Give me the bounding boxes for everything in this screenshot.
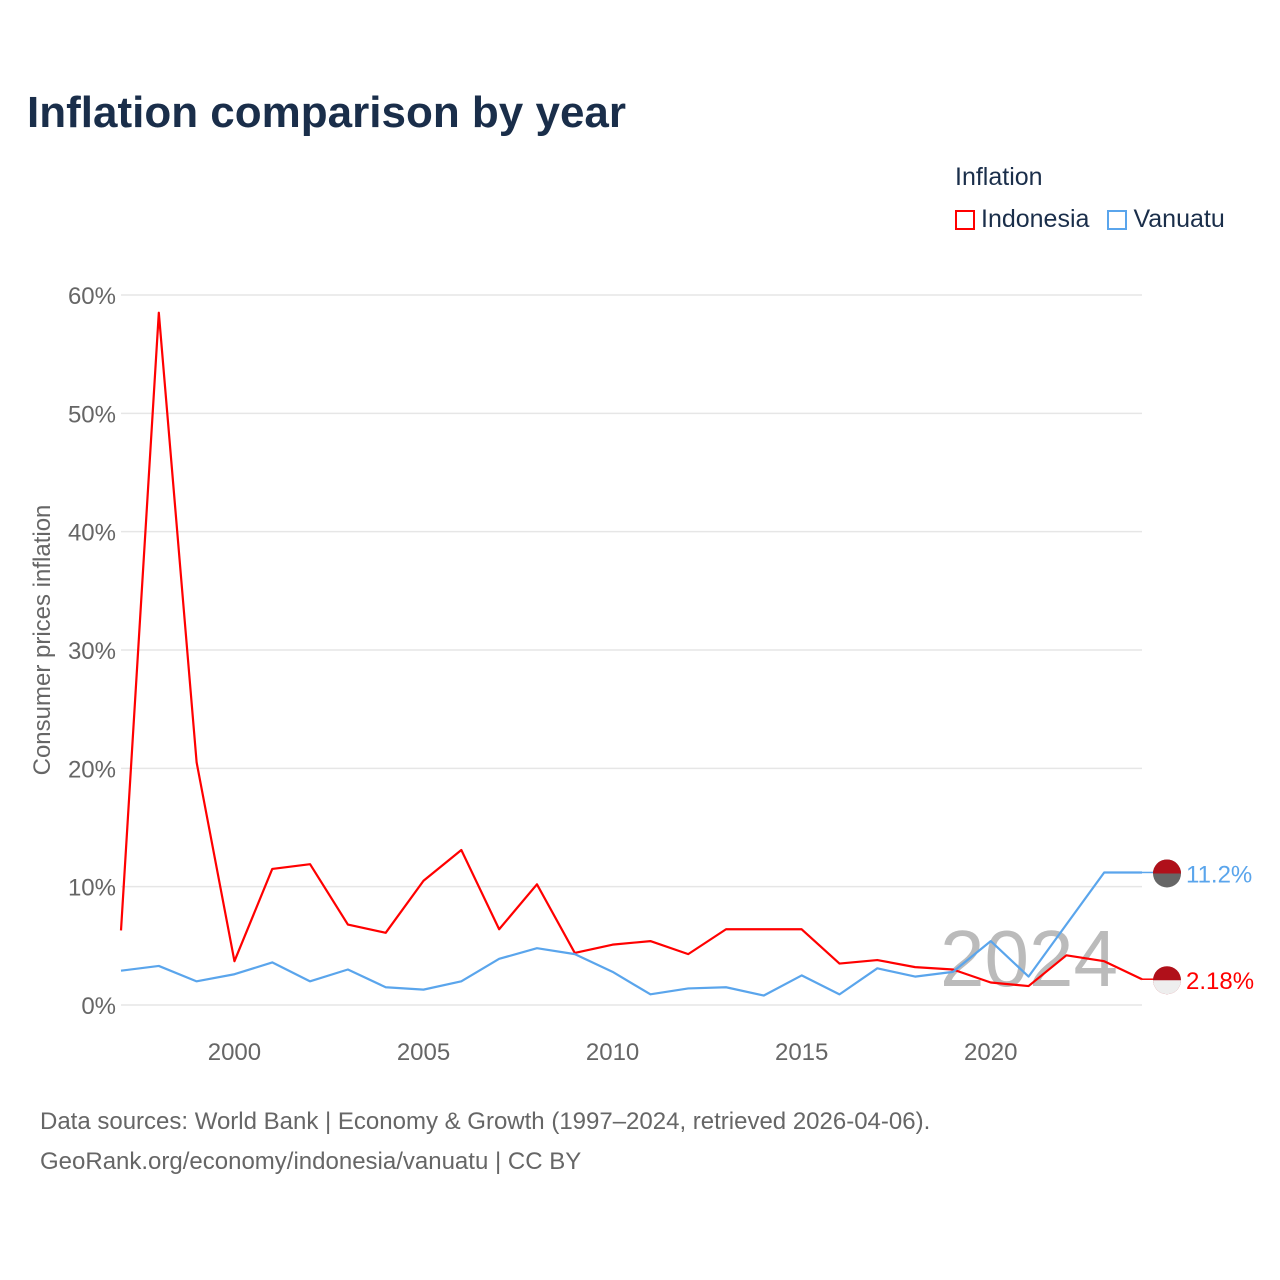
- y-axis-label: Consumer prices inflation: [29, 505, 56, 776]
- legend: Indonesia Vanuatu: [955, 205, 1225, 234]
- legend-swatch-vanuatu: [1107, 209, 1128, 230]
- y-tick-label: 20%: [68, 756, 116, 783]
- x-tick-label: 2010: [586, 1039, 639, 1066]
- legend-item-vanuatu[interactable]: Vanuatu: [1107, 205, 1225, 234]
- legend-label: Vanuatu: [1133, 205, 1225, 233]
- x-tick-label: 2005: [397, 1039, 450, 1066]
- y-tick-label: 0%: [81, 993, 116, 1020]
- legend-swatch-indonesia: [955, 209, 975, 230]
- flag-icon-bottom: [1153, 980, 1181, 995]
- y-tick-label: 10%: [68, 875, 116, 902]
- flag-icon-top: [1153, 859, 1181, 874]
- y-tick-label: 30%: [68, 638, 116, 665]
- legend-label: Indonesia: [981, 205, 1090, 233]
- end-value-label: 11.2%: [1186, 861, 1252, 888]
- series-line-vanuatu: [120, 871, 1142, 997]
- legend-title: Inflation: [955, 163, 1043, 191]
- x-tick-label: 2020: [964, 1039, 1017, 1066]
- source-link[interactable]: GeoRank.org/economy/indonesia/vanuatu | …: [40, 1148, 582, 1175]
- chart-title: Inflation comparison by year: [27, 88, 627, 137]
- series-line-indonesia: [119, 311, 1143, 988]
- end-value-label: 2.18%: [1186, 968, 1254, 995]
- source-text: Data sources: World Bank | Economy & Gro…: [40, 1108, 931, 1135]
- y-tick-label: 40%: [68, 520, 116, 547]
- y-tick-label: 50%: [68, 401, 116, 428]
- legend-item-indonesia[interactable]: Indonesia: [955, 205, 1089, 234]
- x-tick-label: 2015: [775, 1039, 828, 1066]
- x-tick-label: 2000: [208, 1039, 261, 1066]
- y-tick-label: 60%: [68, 283, 116, 310]
